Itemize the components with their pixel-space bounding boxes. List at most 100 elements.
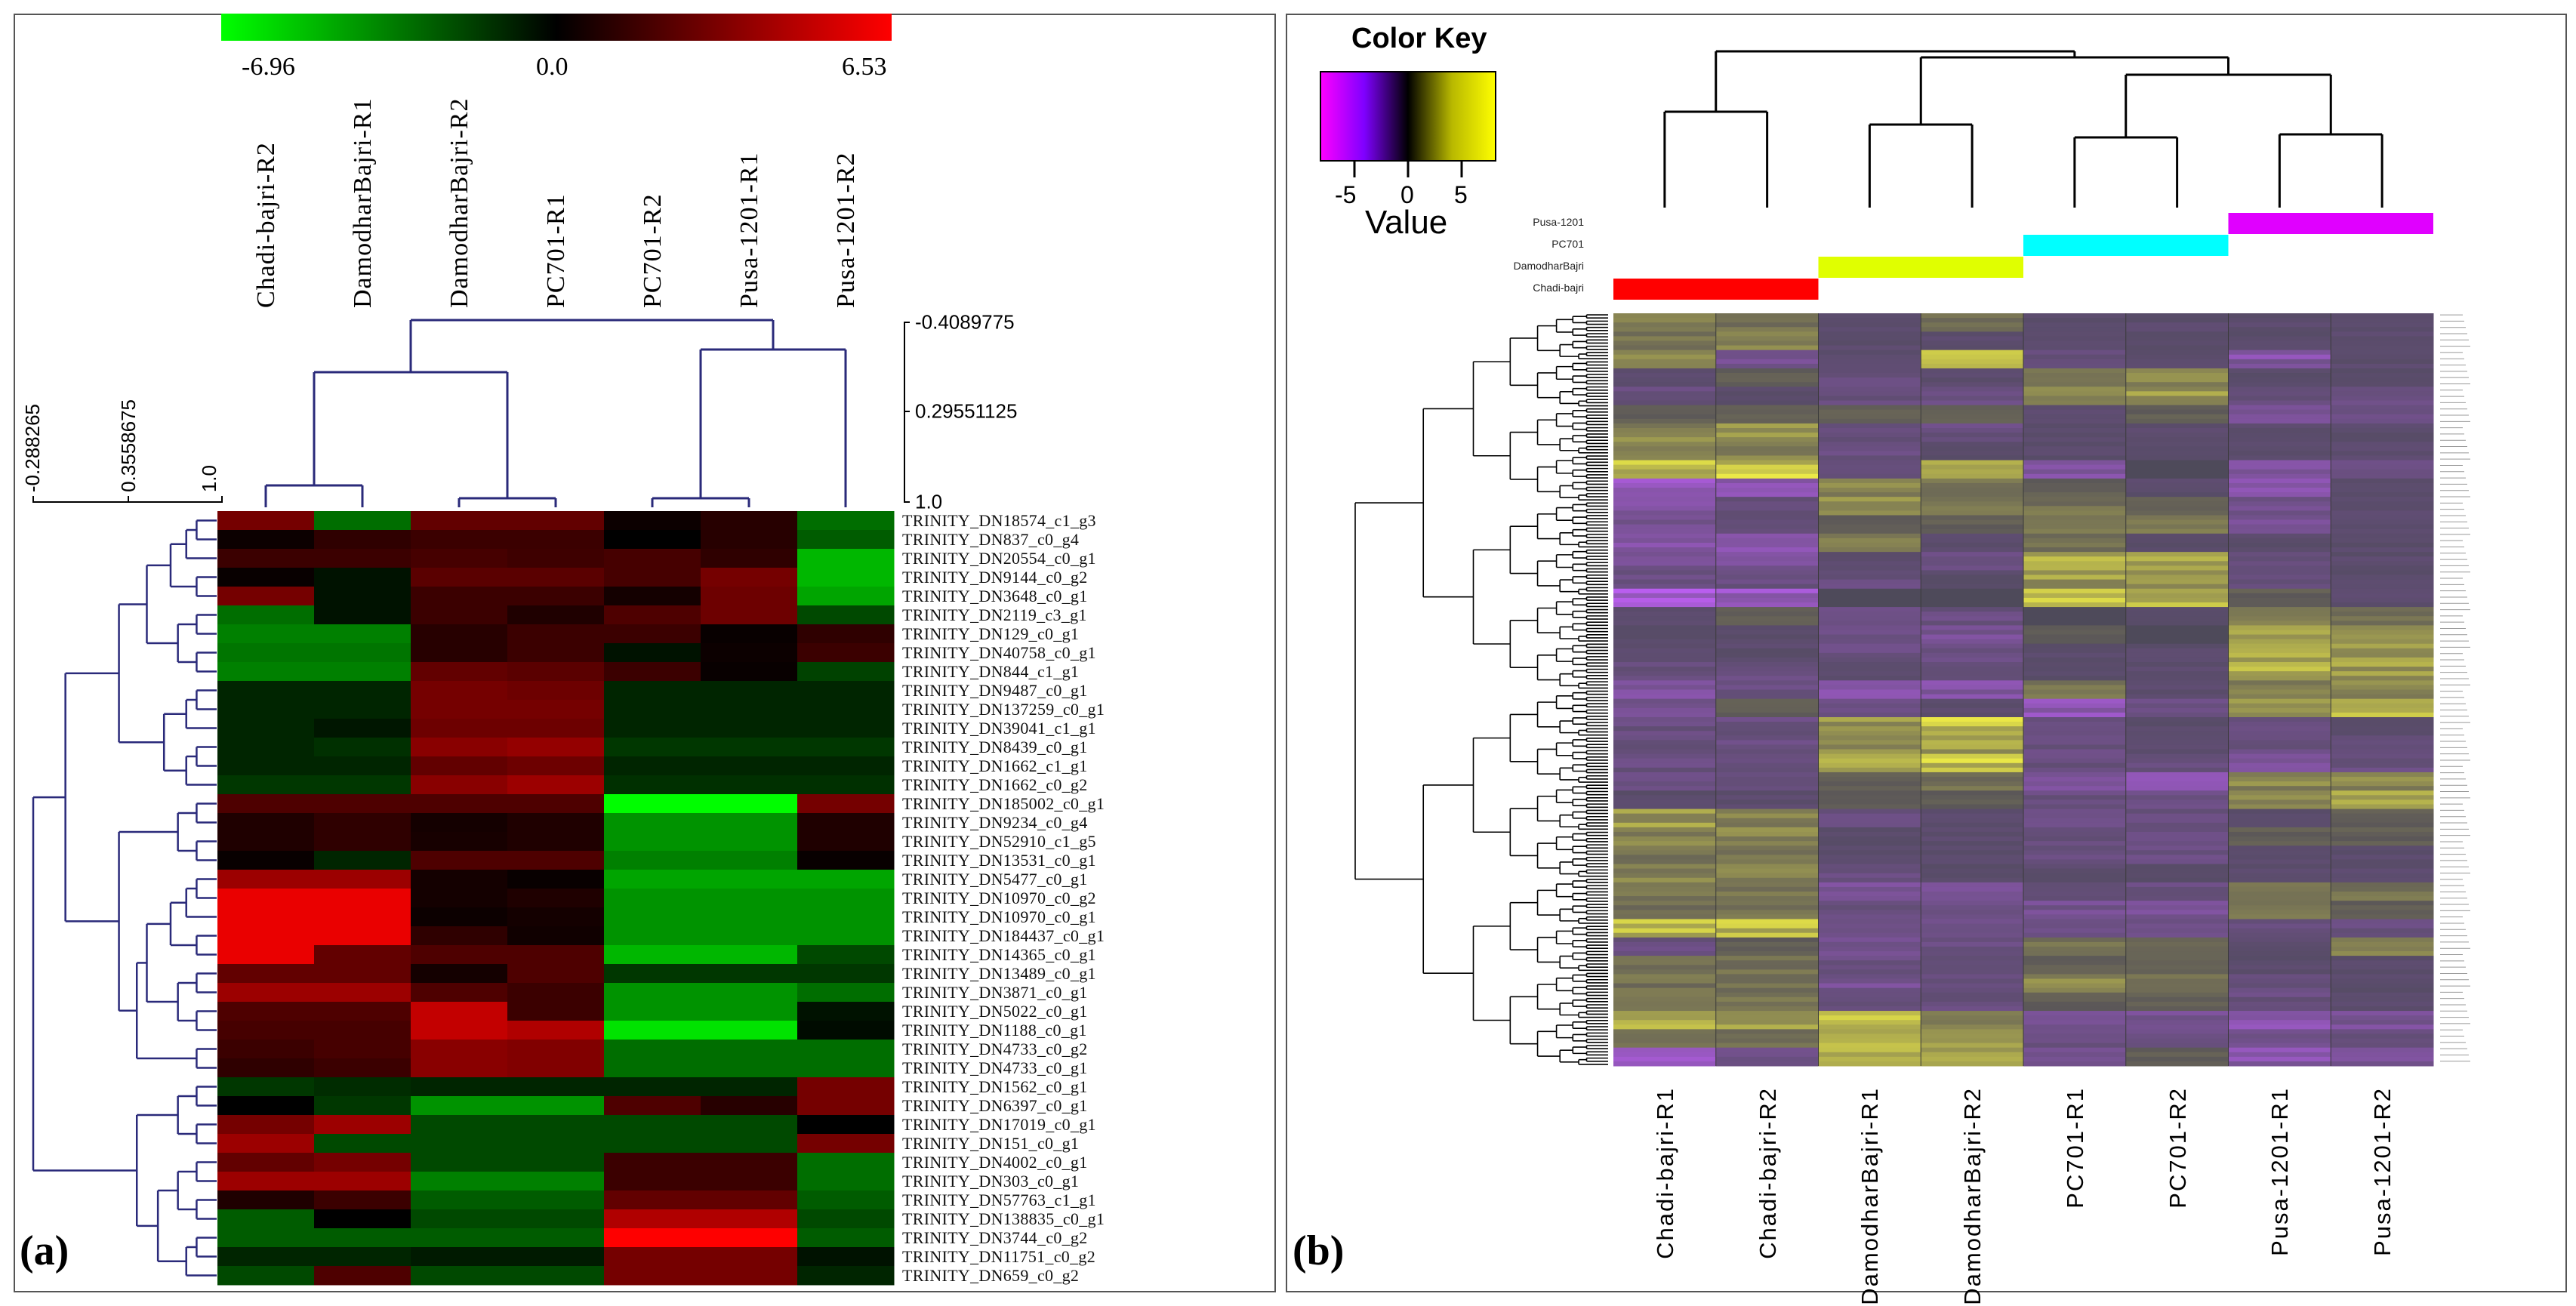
heatmap-b-cell <box>2228 712 2331 718</box>
heatmap-a-cell <box>314 889 411 908</box>
heatmap-b-cell <box>2228 1020 2331 1025</box>
heatmap-b-cell <box>2023 772 2127 778</box>
column-label: DamodharBajri-R2 <box>1959 1087 1986 1305</box>
heatmap-b-cell <box>2228 621 2331 626</box>
heatmap-b-cell <box>2331 552 2434 557</box>
heatmap-b-cell <box>1715 735 1819 741</box>
heatmap-b-cell <box>1613 652 1717 658</box>
heatmap-b-cell <box>2023 506 2127 511</box>
heatmap-a-cell <box>507 624 605 644</box>
panel-a-label: (a) <box>20 1227 69 1274</box>
heatmap-a-cell <box>314 568 411 587</box>
heatmap-b-cell <box>2228 327 2331 332</box>
heatmap-b-cell <box>2331 735 2434 741</box>
heatmap-b-cell <box>1921 744 2024 750</box>
heatmap-b-cell <box>2125 639 2229 645</box>
heatmap-b-cell <box>1818 469 1921 475</box>
heatmap-a-cell <box>701 568 798 587</box>
heatmap-b-cell <box>2125 877 2229 883</box>
heatmap-a-cell <box>507 549 605 568</box>
row-label: TRINITY_DN57763_c1_g1 <box>902 1190 1096 1209</box>
heatmap-b-cell <box>1715 799 1819 805</box>
heatmap-b-cell <box>1613 928 1717 934</box>
heatmap-a-cell <box>604 926 701 946</box>
heatmap-a-cell <box>797 587 895 606</box>
heatmap-b-cell <box>1818 928 1921 934</box>
heatmap-b-cell <box>2228 951 2331 956</box>
heatmap-b-cell <box>1613 905 1717 910</box>
heatmap-b-cell <box>1613 528 1717 534</box>
heatmap-a-cell <box>507 700 605 719</box>
heatmap-b-cell <box>2125 368 2229 374</box>
heatmap-b-cell <box>1818 345 1921 351</box>
heatmap-b-cell <box>2125 726 2229 732</box>
heatmap-b-cell <box>1818 731 1921 736</box>
heatmap-b-cell <box>2023 1029 2127 1034</box>
heatmap-b-cell <box>1921 391 2024 396</box>
heatmap-a-cell <box>411 775 508 795</box>
heatmap-b-cell <box>1715 382 1819 387</box>
heatmap-b-cell <box>2331 680 2434 685</box>
heatmap-b-cell <box>1818 667 1921 672</box>
heatmap-b-cell <box>1715 841 1819 846</box>
heatmap-b-cell <box>1715 859 1819 865</box>
heatmap-b-cell <box>2331 1047 2434 1053</box>
heatmap-b-cell <box>2125 923 2229 929</box>
heatmap-b-cell <box>2125 974 2229 979</box>
heatmap-b-cell <box>2331 1011 2434 1016</box>
heatmap-a-cell <box>507 1172 605 1191</box>
heatmap-b-cell <box>2125 662 2229 667</box>
heatmap-b-cell <box>1715 1011 1819 1016</box>
heatmap-b-cell <box>2331 850 2434 855</box>
heatmap-b-cell <box>2331 767 2434 773</box>
heatmap-b-cell <box>2023 841 2127 846</box>
heatmap-b-cell <box>2331 331 2434 337</box>
heatmap-b-cell <box>2331 437 2434 442</box>
heatmap-b-cell <box>1921 533 2024 539</box>
heatmap-b-cell <box>2331 492 2434 497</box>
heatmap-b-cell <box>2228 946 2331 952</box>
heatmap-b-cell <box>2228 873 2331 879</box>
heatmap-b-cell <box>1921 611 2024 617</box>
heatmap-b-cell <box>2125 537 2229 544</box>
heatmap-b-cell <box>1715 547 1819 553</box>
heatmap-b-cell <box>1921 396 2024 402</box>
heatmap-b-cell <box>2023 340 2127 347</box>
heatmap-a-cell <box>217 983 315 1003</box>
heatmap-b-cell <box>2228 1029 2331 1034</box>
heatmap-b-cell <box>2125 597 2229 603</box>
heatmap-a-cell <box>701 926 798 946</box>
heatmap-b-cell <box>2125 846 2229 851</box>
heatmap-b-cell <box>1613 464 1717 470</box>
heatmap-b-cell <box>2228 891 2331 897</box>
heatmap-b-cell <box>2023 850 2127 855</box>
heatmap-b-cell <box>2023 639 2127 645</box>
heatmap-b-cell <box>1613 983 1717 989</box>
heatmap-b-cell <box>2331 418 2434 424</box>
heatmap-b-cell <box>1818 722 1921 727</box>
heatmap-b-cell <box>1613 992 1717 998</box>
heatmap-b-cell <box>1818 625 1921 630</box>
heatmap-a-cell <box>604 1134 701 1154</box>
heatmap-b-cell <box>2228 786 2331 791</box>
heatmap-b-cell <box>1715 482 1819 488</box>
heatmap-b-cell <box>1715 951 1819 956</box>
heatmap-b-cell <box>2125 482 2229 488</box>
heatmap-a-cell <box>314 662 411 682</box>
heatmap-b-cell <box>1818 956 1921 961</box>
heatmap-b-cell <box>2228 482 2331 488</box>
heatmap-b-cell <box>2125 744 2229 750</box>
heatmap-b-cell <box>1715 777 1819 782</box>
heatmap-b-cell <box>1715 542 1819 548</box>
heatmap-b-cell <box>1921 978 2024 984</box>
heatmap-b-cell <box>1613 896 1717 901</box>
heatmap-b-cell <box>1613 996 1717 1003</box>
heatmap-b-cell <box>2331 643 2434 649</box>
heatmap-b-cell <box>1715 996 1819 1003</box>
heatmap-a-cell <box>507 1040 605 1059</box>
heatmap-b-cell <box>2125 676 2229 681</box>
heatmap-b-cell <box>1613 602 1717 608</box>
heatmap-b-cell <box>2125 515 2229 521</box>
heatmap-b-cell <box>1715 1029 1819 1034</box>
heatmap-b-cell <box>2125 809 2229 815</box>
